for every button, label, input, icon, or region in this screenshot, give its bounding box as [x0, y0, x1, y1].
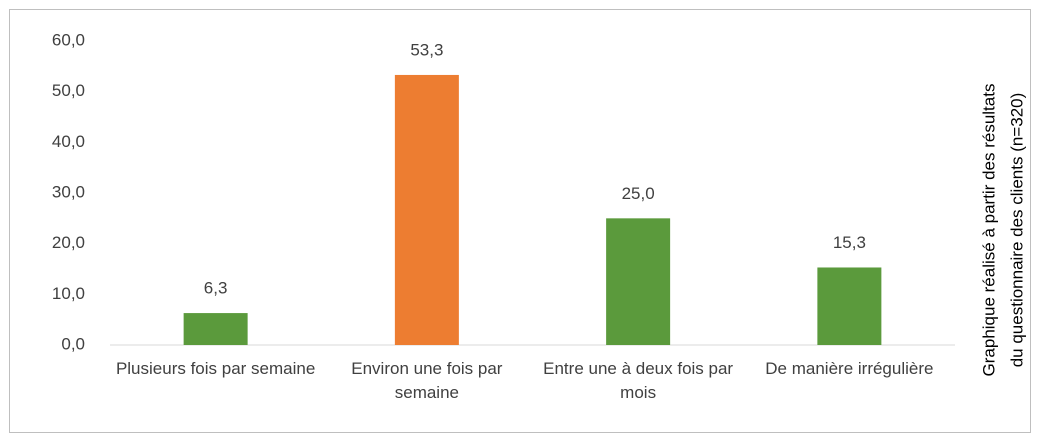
bar	[183, 313, 248, 345]
y-tick-label: 50,0	[52, 81, 85, 100]
bar	[394, 74, 459, 346]
y-tick-label: 0,0	[61, 334, 85, 353]
x-tick-label: Plusieurs fois par semaine	[115, 359, 316, 378]
data-label: 25,0	[622, 184, 655, 203]
y-tick-label: 40,0	[52, 132, 85, 151]
y-tick-label: 60,0	[52, 30, 85, 49]
y-tick-label: 20,0	[52, 233, 85, 252]
data-label: 15,3	[833, 233, 866, 252]
data-label: 6,3	[204, 279, 228, 298]
data-label: 53,3	[410, 40, 443, 59]
bar	[606, 218, 671, 345]
annotation: Graphique réalisé à partir des résultats	[979, 84, 998, 377]
x-tick-label: Environ une fois par semaine	[351, 359, 503, 402]
annotation: du questionnaire des clients (n=320)	[1007, 93, 1026, 368]
y-tick-label: 10,0	[52, 284, 85, 303]
chart-frame	[9, 9, 1031, 433]
x-tick-label: Entre une à deux fois par mois	[543, 359, 734, 402]
bar	[817, 267, 882, 345]
x-tick-label: De manière irrégulière	[765, 359, 934, 378]
y-tick-label: 30,0	[52, 182, 85, 201]
